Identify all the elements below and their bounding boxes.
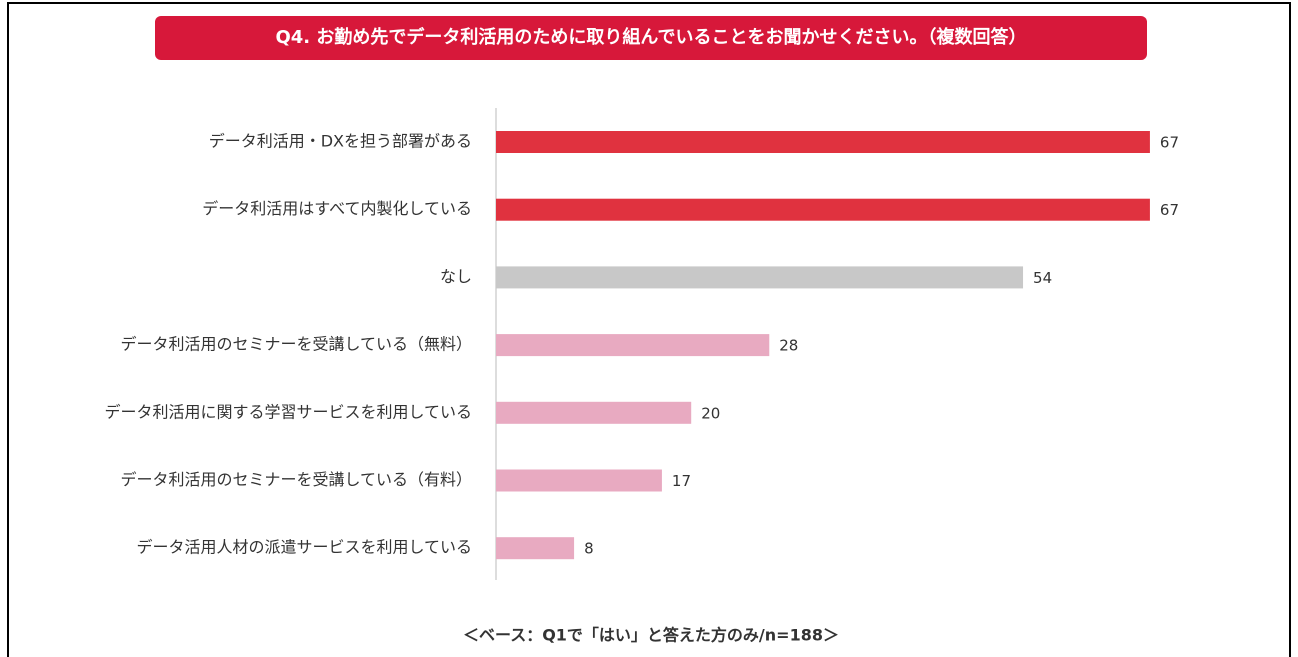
category-label: データ利活用・DXを担う部署がある (209, 132, 472, 151)
value-label: 67 (1160, 134, 1179, 152)
chart-title: Q4. お勤め先でデータ利活用のために取り組んでいることをお聞かせください。（複… (275, 26, 1026, 48)
category-label: データ利活用のセミナーを受講している（無料） (120, 335, 472, 354)
category-label: データ利活用はすべて内製化している (202, 199, 472, 218)
bar (496, 401, 692, 424)
bar (496, 334, 770, 357)
value-label: 8 (584, 540, 594, 558)
footnote: ＜ベース：Q1で「はい」と答えた方のみ/n=188＞ (463, 626, 839, 645)
bar (496, 469, 662, 492)
bar (496, 131, 1150, 153)
bar (496, 537, 575, 560)
frame (7, 2, 1291, 657)
value-label: 54 (1033, 269, 1052, 287)
category-label: データ活用人材の派遣サービスを利用している (136, 538, 472, 557)
value-label: 67 (1160, 201, 1179, 219)
category-label: データ利活用のセミナーを受講している（有料） (120, 470, 472, 489)
title-box (155, 16, 1147, 60)
value-label: 20 (701, 404, 720, 422)
bar (496, 266, 1024, 289)
bar (496, 198, 1150, 221)
category-label: データ利活用に関する学習サービスを利用している (104, 402, 472, 421)
value-label: 28 (779, 337, 798, 355)
value-label: 17 (672, 472, 691, 490)
category-label: なし (440, 267, 472, 286)
